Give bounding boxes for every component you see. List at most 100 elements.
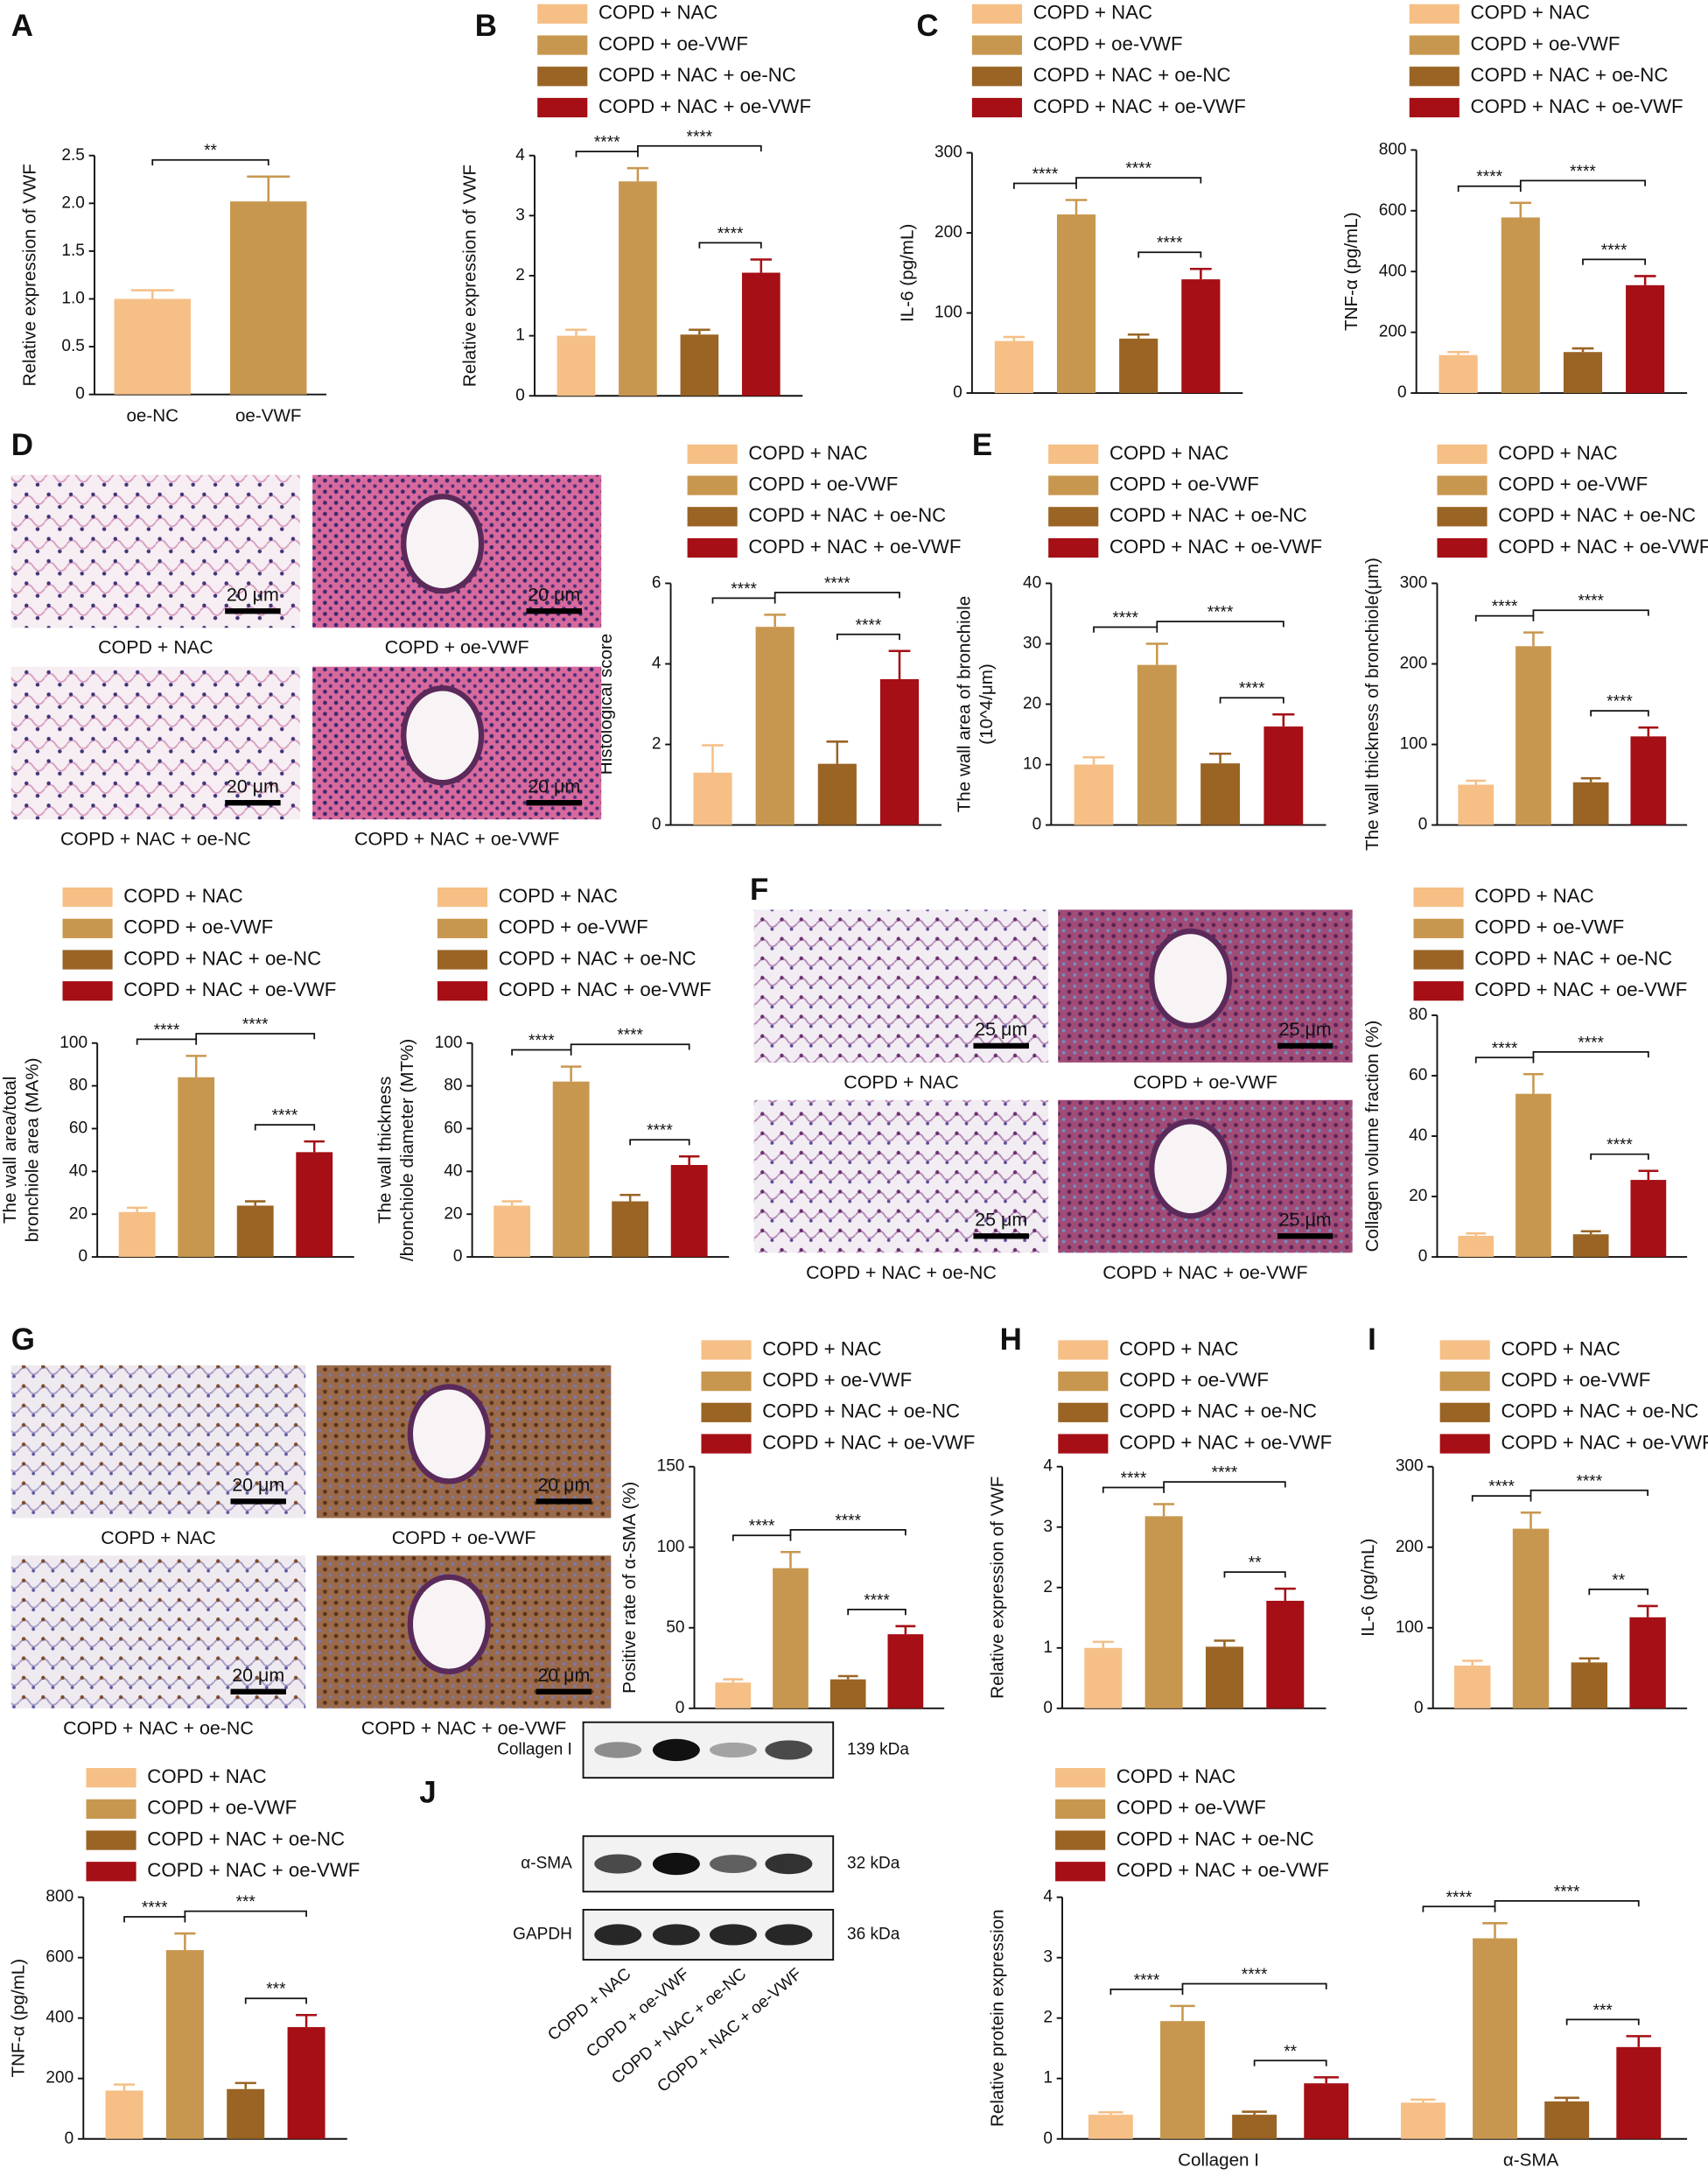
y-tick-label: 3 — [1043, 1518, 1053, 1536]
panel-letter: E — [972, 428, 992, 462]
sig-label: **** — [1446, 1889, 1473, 1907]
sig-label: **** — [718, 225, 744, 243]
scale-bar-label: 20 μm — [528, 584, 580, 605]
bar — [552, 1081, 590, 1258]
bar — [879, 678, 920, 825]
sig-label: **** — [528, 1032, 555, 1050]
y-tick-label: 0.5 — [61, 337, 84, 355]
blot-band — [652, 1852, 700, 1876]
sig-label: *** — [266, 1981, 286, 1999]
sig-label: **** — [1578, 593, 1604, 611]
bar — [118, 1211, 156, 1258]
micrograph — [10, 1365, 306, 1519]
legend-swatch — [86, 1830, 136, 1850]
sig-label: **** — [142, 1899, 168, 1918]
bar — [1626, 284, 1665, 394]
bar — [494, 1205, 531, 1258]
legend-label: COPD + NAC + oe-VWF — [1033, 95, 1246, 117]
bar — [619, 181, 657, 396]
scale-bar — [225, 800, 281, 806]
panel-letter: B — [475, 9, 497, 43]
legend-swatch — [86, 1799, 136, 1819]
blot-lane-label: COPD + oe-VWF — [583, 1965, 693, 2061]
legend-label: COPD + oe-VWF — [1033, 32, 1183, 54]
y-tick-label: 1 — [1043, 2069, 1053, 2087]
sig-label: **** — [1032, 165, 1059, 184]
micrograph-caption: COPD + NAC + oe-VWF — [361, 1717, 566, 1738]
sig-label: **** — [594, 134, 620, 152]
scale-bar-label: 20 μm — [537, 1665, 590, 1686]
bar — [1616, 2046, 1662, 2139]
bar — [755, 627, 794, 825]
sig-label: **** — [1488, 1478, 1515, 1497]
blot-band — [765, 1853, 813, 1875]
legend-swatch — [1437, 537, 1488, 558]
sig-bracket — [847, 1609, 906, 1616]
legend-swatch — [1055, 1768, 1106, 1788]
y-tick-label: 0 — [1397, 383, 1407, 402]
chart: 0 20 40 60 80 100 The wall thickness/bronchiol… — [375, 885, 730, 1266]
bar — [236, 1205, 274, 1258]
legend-swatch — [971, 4, 1023, 24]
sig-bracket — [1012, 182, 1077, 189]
bar — [1630, 736, 1667, 825]
legend-swatch — [687, 507, 738, 527]
scale-bar-label: 20 μm — [227, 584, 279, 605]
sig-label: **** — [1606, 693, 1633, 712]
scale-bar-label: 20 μm — [537, 1475, 590, 1496]
bar — [1266, 1600, 1305, 1708]
legend-label: COPD + NAC — [1471, 2, 1590, 24]
sig-bracket — [698, 242, 762, 249]
y-tick-label: 20 — [69, 1204, 88, 1223]
y-tick-label: 800 — [1379, 140, 1407, 158]
x-tick-label: Collagen I — [1178, 2150, 1259, 2171]
legend-swatch — [701, 1372, 752, 1392]
y-tick-label: 200 — [1379, 323, 1407, 341]
y-tick-label: 80 — [1409, 1006, 1427, 1024]
micrograph-caption: COPD + NAC + oe-NC — [60, 829, 251, 850]
y-axis-label: The wall thickness of bronchiole(μm) — [1362, 558, 1382, 851]
bar — [1181, 279, 1221, 394]
y-tick-label: 0 — [1418, 1247, 1428, 1266]
legend-swatch — [1058, 1434, 1109, 1454]
bar — [556, 335, 596, 396]
sig-bracket — [1474, 614, 1535, 621]
bar — [178, 1077, 215, 1258]
bar — [670, 1165, 708, 1258]
bar — [1200, 763, 1240, 825]
sig-bracket — [184, 1910, 307, 1918]
micrograph — [753, 909, 1049, 1063]
legend-label: COPD + NAC — [147, 1765, 266, 1787]
chart: 0 200 400 600 800 TNF-α (pg/mL) **** **** **** CO… — [1341, 2, 1688, 402]
chart: 0 1 2 3 4 Relative protein expression Collagen… — [987, 1765, 1688, 2171]
sig-label: ** — [204, 142, 217, 160]
scale-bar-label: 25 μm — [975, 1019, 1027, 1040]
legend-label: COPD + NAC + oe-NC — [748, 504, 946, 526]
bar — [227, 2088, 265, 2139]
blot-row-label: α-SMA — [521, 1855, 572, 1873]
scale-bar — [1277, 1233, 1334, 1239]
sig-bracket — [511, 1049, 572, 1056]
bar — [105, 2090, 144, 2139]
y-axis-label: Collagen volume fraction (%) — [1362, 1021, 1382, 1252]
micrograph — [10, 474, 300, 628]
x-tick-label: oe-VWF — [235, 406, 302, 426]
bar — [715, 1682, 752, 1708]
sig-label: **** — [1112, 609, 1138, 628]
scale-bar-label: 20 μm — [227, 775, 279, 796]
sig-label: **** — [1125, 160, 1152, 179]
bar — [1571, 1662, 1608, 1708]
sig-bracket — [1494, 1900, 1640, 1907]
sig-bracket — [637, 144, 762, 152]
bar — [1458, 1235, 1494, 1258]
legend-label: COPD + NAC — [1501, 1337, 1620, 1359]
bar — [817, 763, 857, 825]
y-axis-label: Relative expression of VWF — [987, 1477, 1007, 1699]
legend-swatch — [62, 887, 113, 908]
legend-label: COPD + oe-VWF — [1501, 1369, 1650, 1391]
legend-label: COPD + NAC — [748, 442, 867, 464]
micrograph — [753, 1099, 1049, 1253]
